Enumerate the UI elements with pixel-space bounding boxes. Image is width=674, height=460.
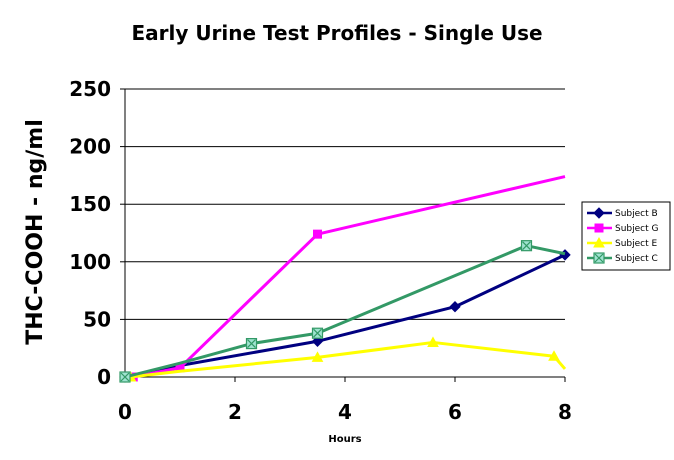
legend-label-subject-g: Subject G <box>615 224 659 234</box>
x-tick-label-6: 6 <box>448 400 462 424</box>
series-lines <box>119 175 571 383</box>
data-point-subject-b-4 <box>559 249 571 261</box>
legend-item-subject-g: Subject G <box>587 223 659 234</box>
data-point-subject-g-2 <box>313 229 322 239</box>
legend-item-subject-b: Subject B <box>587 207 658 219</box>
y-tick-label-0: 0 <box>97 365 111 389</box>
legend-label-subject-b: Subject B <box>615 209 658 219</box>
data-point-subject-c-3 <box>311 327 324 339</box>
y-tick-label-50: 50 <box>83 307 111 331</box>
y-tick-label-200: 200 <box>69 135 111 159</box>
legend-item-subject-c: Subject C <box>587 252 658 264</box>
series-line-subject-c <box>124 244 566 379</box>
series-line-subject-g <box>132 175 566 379</box>
data-point-subject-b-3 <box>449 301 461 313</box>
x-axis-title: Hours <box>328 434 361 445</box>
series-subject-c <box>119 240 566 383</box>
legend-marker-subject-c <box>593 252 605 264</box>
tick-labels: 0 50 100 150 200 250 0 2 4 6 8 <box>69 77 572 424</box>
data-point-subject-e-2 <box>311 351 324 362</box>
y-axis-title: THC-COOH - ng/ml <box>23 119 48 345</box>
legend: Subject B Subject G Subject E Subject C <box>581 201 671 271</box>
data-point-subject-e-4 <box>548 350 560 361</box>
legend-marker-subject-e <box>593 236 605 248</box>
legend-item-subject-e: Subject E <box>587 236 658 249</box>
x-tick-label-8: 8 <box>558 400 572 424</box>
data-point-subject-c-0-cross <box>120 372 130 382</box>
axes <box>120 88 566 382</box>
chart-title: Early Urine Test Profiles - Single Use <box>131 21 542 45</box>
legend-label-subject-c: Subject C <box>615 254 658 264</box>
data-point-subject-c-2 <box>245 337 258 350</box>
data-point-subject-c-2-cross <box>247 339 256 349</box>
x-tick-label-0: 0 <box>118 400 132 424</box>
data-point-subject-c-4-cross <box>522 241 531 251</box>
y-tick-label-150: 150 <box>69 192 111 216</box>
legend-marker-subject-c-cross <box>594 253 604 263</box>
legend-marker-subject-b <box>593 207 605 219</box>
data-point-subject-c-4 <box>520 240 533 252</box>
legend-label-subject-e: Subject E <box>615 239 658 249</box>
data-point-subject-c-3-cross <box>313 328 322 338</box>
x-tick-label-4: 4 <box>338 400 352 424</box>
data-point-subject-c-0 <box>119 371 131 383</box>
y-tick-label-250: 250 <box>69 77 111 101</box>
data-point-subject-e-3 <box>427 336 439 347</box>
legend-marker-subject-g <box>594 223 604 233</box>
x-tick-label-2: 2 <box>228 400 242 424</box>
y-tick-label-100: 100 <box>69 250 111 274</box>
